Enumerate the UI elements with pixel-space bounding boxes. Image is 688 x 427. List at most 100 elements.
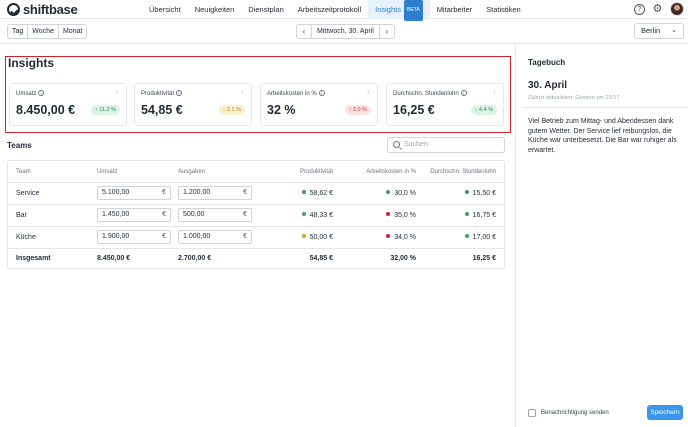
currency-suffix: € xyxy=(162,233,166,240)
kpi-label-text: Arbeitskosten in % xyxy=(267,91,317,97)
trend-badge: ↑ 2,0 % xyxy=(344,105,371,115)
top-icons: ? ⚙ xyxy=(634,2,684,16)
gear-icon[interactable]: ⚙ xyxy=(652,2,663,15)
search-input[interactable]: Suchen xyxy=(387,137,505,153)
top-navigation-bar: shiftbase Übersicht Neuigkeiten Dienstpl… xyxy=(0,0,688,21)
location-value: Berlin xyxy=(641,26,661,35)
chevron-left-icon[interactable]: ‹ xyxy=(302,27,306,36)
notify-label: Benachrichtigung senden xyxy=(541,410,609,416)
caret-right-icon: › xyxy=(116,90,118,96)
trend-value: 4,4 % xyxy=(478,107,493,113)
col-header-ausgaben[interactable]: Ausgaben xyxy=(178,169,206,175)
journal-title: Tagebuch xyxy=(528,58,566,67)
total-umsatz: 8.450,00 € xyxy=(97,255,131,262)
currency-suffix: € xyxy=(243,211,247,218)
team-name: Service xyxy=(16,190,40,197)
trend-badge: ↑ 11,2 % xyxy=(91,105,120,115)
checkbox[interactable] xyxy=(528,409,536,417)
currency-suffix: € xyxy=(162,189,166,196)
kpi-label: Durchschn. Stundenlohn i xyxy=(393,90,467,97)
chevron-down-icon: ⌄ xyxy=(671,27,677,34)
ausgaben-input[interactable]: 500,00 € xyxy=(178,208,252,222)
search-placeholder: Suchen xyxy=(404,141,428,148)
col-header-umsatz[interactable]: Umsatz xyxy=(97,169,118,175)
col-header-stundenlohn[interactable]: Durchschn. Stundenlohn xyxy=(430,169,496,175)
kpi-label: Umsatz i xyxy=(16,90,45,97)
table-row: Bar 1.450,00 € 500,00 € 48,33 € 35,0 % 16,… xyxy=(8,205,504,227)
kpi-card-stundenlohn[interactable]: Durchschn. Stundenlohn i › 16,25 € ↓ 4,4 … xyxy=(386,83,504,126)
nav-item-dienstplan[interactable]: Dienstplan xyxy=(248,5,284,14)
kpi-label: Arbeitskosten in % i xyxy=(267,90,325,97)
umsatz-input[interactable]: 5.100,00 € xyxy=(97,186,171,200)
notify-checkbox[interactable]: Benachrichtigung senden xyxy=(528,409,609,417)
table-total-row: Insgesamt 8.450,00 € 2.700,00 € 54,85 € … xyxy=(8,249,504,269)
produktivitaet-text: 48,33 € xyxy=(309,212,333,219)
col-header-arbeitskosten[interactable]: Arbeitskosten in % xyxy=(366,169,416,175)
help-icon[interactable]: ? xyxy=(634,3,645,15)
nav-item-uebersicht[interactable]: Übersicht xyxy=(149,5,181,14)
currency-suffix: € xyxy=(162,211,166,218)
ausgaben-value: 500,00 xyxy=(183,211,205,218)
stundenlohn-value: 17,00 € xyxy=(464,234,496,241)
table-header: Team Umsatz Ausgaben Produktivität Arbei… xyxy=(8,161,504,183)
total-label: Insgesamt xyxy=(16,255,51,262)
trend-value: 2,1 % xyxy=(226,107,241,113)
teams-table: Team Umsatz Ausgaben Produktivität Arbei… xyxy=(7,160,505,269)
ausgaben-input[interactable]: 1.200,00 € xyxy=(178,186,252,200)
status-dot xyxy=(386,234,391,238)
period-tag[interactable]: Tag xyxy=(8,25,29,38)
arbeitskosten-text: 35,0 % xyxy=(394,212,416,219)
total-ausgaben: 2.700,00 € xyxy=(178,255,212,262)
produktivitaet-text: 58,62 € xyxy=(309,190,333,197)
journal-note[interactable]: Viel Betrieb zum Mittag- und Abendessen … xyxy=(528,118,677,154)
kpi-card-umsatz[interactable]: Umsatz i › 8.450,00 € ↑ 11,2 % xyxy=(9,83,127,126)
period-woche[interactable]: Woche xyxy=(28,25,59,38)
kpi-label-text: Durchschn. Stundenlohn xyxy=(393,91,459,97)
stundenlohn-value: 15,50 € xyxy=(464,190,496,197)
team-name: Bar xyxy=(16,212,27,219)
logo[interactable]: shiftbase xyxy=(7,2,78,17)
current-date[interactable]: Mittwoch, 30. April xyxy=(311,25,380,38)
status-dot xyxy=(464,212,469,216)
avatar[interactable] xyxy=(670,2,684,16)
col-header-produktivitaet[interactable]: Produktivität xyxy=(299,169,333,175)
total-arbeitskosten: 32,00 % xyxy=(390,255,416,262)
chevron-right-icon[interactable]: › xyxy=(385,27,389,36)
currency-suffix: € xyxy=(243,233,247,240)
period-monat[interactable]: Monat xyxy=(62,28,83,35)
nav-item-neuigkeiten[interactable]: Neuigkeiten xyxy=(194,5,235,14)
stundenlohn-text: 17,00 € xyxy=(472,234,496,241)
ausgaben-input[interactable]: 1.000,00 € xyxy=(178,230,252,244)
kpi-card-arbeitskosten[interactable]: Arbeitskosten in % i › 32 % ↑ 2,0 % xyxy=(260,83,378,126)
currency-suffix: € xyxy=(243,189,247,196)
nav-item-mitarbeiter[interactable]: Mitarbeiter xyxy=(436,5,473,14)
umsatz-input[interactable]: 1.900,00 € xyxy=(97,230,171,244)
stundenlohn-text: 15,50 € xyxy=(472,190,496,197)
arbeitskosten-text: 30,0 % xyxy=(394,190,416,197)
status-dot xyxy=(386,190,391,194)
info-icon[interactable]: i xyxy=(460,90,467,96)
nav-item-arbeitszeitprotokoll[interactable]: Arbeitszeitprotokoll xyxy=(297,5,362,14)
info-icon[interactable]: i xyxy=(176,90,183,96)
period-switcher: Tag Woche Monat xyxy=(7,24,88,39)
info-icon[interactable]: i xyxy=(38,90,45,96)
col-header-team[interactable]: Team xyxy=(16,169,31,175)
nav-item-insights[interactable]: Insights BETA xyxy=(368,0,430,21)
highlight-frame xyxy=(5,56,511,133)
kpi-value: 54,85 € xyxy=(141,103,183,117)
page-title: Insights xyxy=(8,56,55,70)
table-row: Küche 1.900,00 € 1.000,00 € 50,00 € 34,0 %… xyxy=(8,227,504,249)
status-dot xyxy=(301,190,306,194)
kpi-card-produktivitaet[interactable]: Produktivität i › 54,85 € ↓ 2,1 % xyxy=(134,83,252,126)
team-name: Küche xyxy=(16,234,36,241)
save-button[interactable]: Speichern xyxy=(647,405,683,420)
umsatz-input[interactable]: 1.450,00 € xyxy=(97,208,171,222)
arrow-up-icon: ↑ xyxy=(95,107,98,113)
info-icon[interactable]: i xyxy=(318,90,325,96)
sub-toolbar: Tag Woche Monat ‹ Mittwoch, 30. April › … xyxy=(0,20,688,44)
ausgaben-value: 1.000,00 xyxy=(183,233,211,240)
logo-check-icon xyxy=(7,3,20,16)
caret-right-icon: › xyxy=(493,90,495,96)
nav-item-statistiken[interactable]: Statistiken xyxy=(486,5,521,14)
location-select[interactable]: Berlin ⌄ xyxy=(634,23,684,39)
